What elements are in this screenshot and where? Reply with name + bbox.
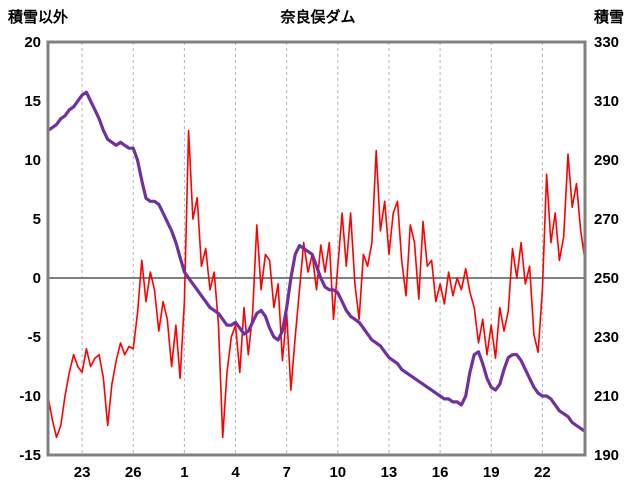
left-axis-title: 積雪以外	[8, 9, 69, 26]
right-axis-tick-label: 190	[594, 447, 619, 464]
right-axis-tick-label: 210	[594, 388, 619, 405]
right-axis-tick-label: 310	[594, 93, 619, 110]
x-axis-tick-label: 7	[282, 464, 290, 481]
x-axis-tick-label: 4	[231, 464, 240, 481]
x-axis-tick-label: 16	[432, 464, 449, 481]
right-axis-title: 積雪	[593, 9, 624, 26]
chart-title: 奈良俣ダム	[280, 9, 356, 26]
series-line-0	[47, 129, 586, 439]
right-axis-tick-label: 230	[594, 329, 619, 346]
right-axis-tick-label: 250	[594, 270, 619, 287]
left-axis-tick-label: 20	[24, 34, 41, 51]
plot-border	[46, 40, 587, 457]
x-axis-tick-label: 26	[125, 464, 142, 481]
left-axis-tick-label: 15	[24, 93, 41, 110]
left-axis-tick-label: 10	[24, 152, 41, 169]
series-line-1	[46, 90, 587, 433]
left-axis-tick-label: 0	[33, 270, 41, 287]
left-axis-tick-label: 5	[33, 211, 41, 228]
x-axis-tick-label: 1	[180, 464, 188, 481]
x-axis-tick-label: 10	[329, 464, 346, 481]
x-axis-tick-label: 13	[381, 464, 398, 481]
right-axis-tick-label: 330	[594, 34, 619, 51]
x-axis-tick-label: 23	[74, 464, 91, 481]
left-axis-tick-label: -15	[19, 447, 41, 464]
right-axis-tick-label: 270	[594, 211, 619, 228]
x-axis-tick-label: 19	[483, 464, 500, 481]
left-axis-tick-label: -10	[19, 388, 41, 405]
x-axis-tick-label: 22	[534, 464, 551, 481]
right-axis-tick-label: 290	[594, 152, 619, 169]
left-axis-tick-label: -5	[28, 329, 41, 346]
